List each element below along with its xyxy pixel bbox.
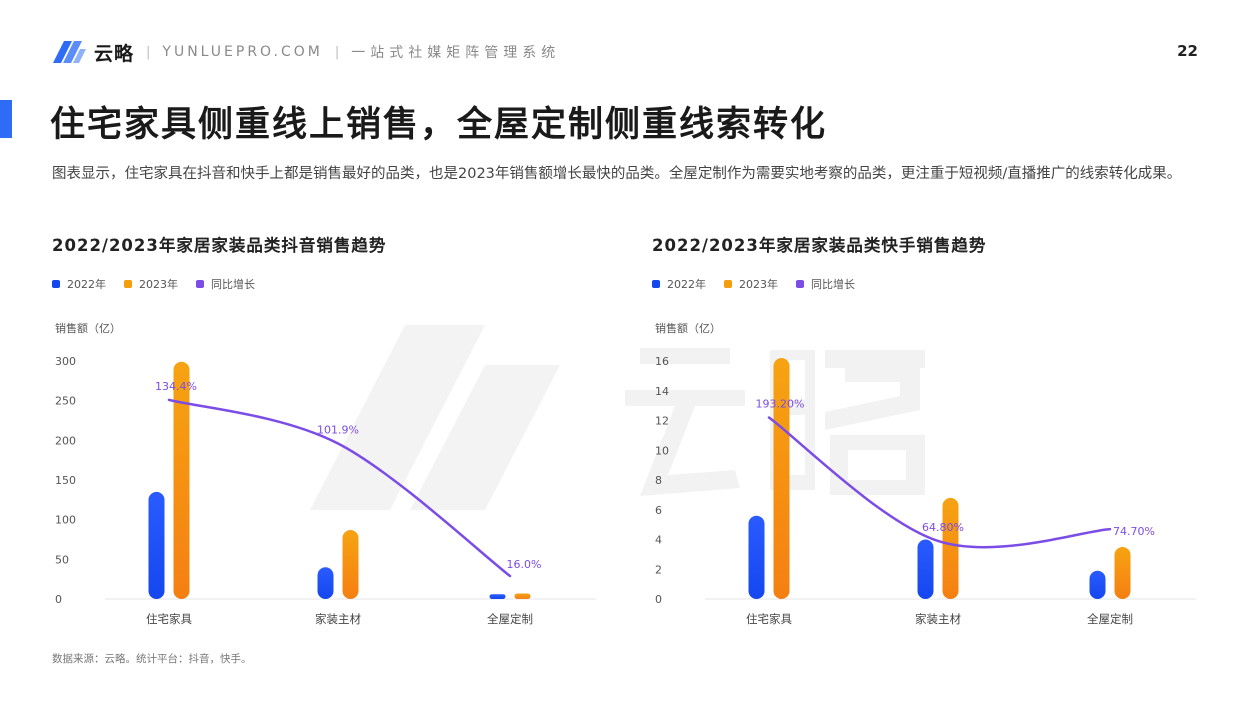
y-tick-label: 150 — [55, 474, 76, 487]
y-tick-label: 8 — [655, 474, 662, 487]
legend-item-growth: 同比增长 — [796, 276, 855, 292]
bar-2022 — [748, 515, 765, 599]
bar-2022 — [489, 594, 506, 599]
x-category-label: 家装主材 — [315, 612, 361, 626]
bar-2022 — [317, 567, 334, 599]
title-accent-bar — [0, 100, 12, 138]
y-tick-label: 2 — [655, 563, 662, 576]
legend-swatch-growth — [196, 280, 204, 288]
site-url: YUNLUEPRO.COM — [162, 44, 323, 60]
legend-swatch-growth — [796, 280, 804, 288]
douyin-chart-legend: 2022年 2023年 同比增长 — [52, 276, 273, 292]
growth-data-label: 101.9% — [317, 424, 359, 437]
page-number: 22 — [1177, 42, 1198, 60]
legend-label-2022: 2022年 — [67, 278, 106, 291]
y-tick-label: 12 — [655, 415, 669, 428]
growth-data-label: 16.0% — [507, 558, 542, 571]
growth-data-label: 134.4% — [155, 380, 197, 393]
yunlue-logo-icon — [53, 41, 86, 63]
bar-2023 — [514, 593, 531, 599]
legend-label-2022: 2022年 — [667, 278, 706, 291]
legend-swatch-2023 — [124, 280, 132, 288]
page-title: 住宅家具侧重线上销售，全屋定制侧重线索转化 — [50, 105, 828, 145]
legend-swatch-2022 — [52, 280, 60, 288]
bar-2023 — [1114, 546, 1131, 599]
brand-name: 云略 — [94, 42, 135, 65]
y-tick-label: 50 — [55, 553, 69, 566]
legend-item-growth: 同比增长 — [196, 276, 255, 292]
data-source-note: 数据来源：云略。统计平台：抖音，快手。 — [52, 653, 252, 665]
legend-item-2023: 2023年 — [724, 276, 778, 292]
legend-item-2022: 2022年 — [652, 276, 706, 292]
bar-2022 — [148, 491, 165, 599]
legend-label-growth: 同比增长 — [811, 278, 855, 291]
header: 云略 | YUNLUEPRO.COM | 一站式社媒矩阵管理系统 — [52, 36, 560, 68]
y-tick-label: 10 — [655, 444, 669, 457]
y-tick-label: 250 — [55, 395, 76, 408]
douyin-chart-title: 2022/2023年家居家装品类抖音销售趋势 — [52, 236, 387, 255]
growth-data-label: 193.20% — [756, 398, 805, 411]
x-category-label: 全屋定制 — [1087, 612, 1133, 626]
legend-item-2022: 2022年 — [52, 276, 106, 292]
y-tick-label: 200 — [55, 434, 76, 447]
y-tick-label: 6 — [655, 504, 662, 517]
header-separator-2: | — [334, 44, 340, 60]
page-description: 图表显示，住宅家具在抖音和快手上都是销售最好的品类，也是2023年销售额增长最快… — [52, 166, 1182, 182]
douyin-sales-chart: 0 50 100 150 200 250 300 住宅家具 家装主材 全屋定制 134.4% 101.… — [55, 355, 596, 626]
growth-data-label: 64.80% — [922, 521, 964, 534]
bar-2023 — [942, 497, 959, 599]
bar-2023 — [773, 358, 790, 599]
x-category-label: 全屋定制 — [487, 612, 533, 626]
bar-2023 — [342, 529, 359, 599]
y-tick-label: 16 — [655, 355, 669, 368]
x-category-label: 家装主材 — [915, 612, 961, 626]
y-tick-label: 0 — [55, 593, 62, 606]
kuaishou-chart-legend: 2022年 2023年 同比增长 — [652, 276, 873, 292]
bar-2023 — [173, 361, 190, 599]
x-category-label: 住宅家具 — [746, 612, 792, 626]
y-tick-label: 100 — [55, 514, 76, 527]
legend-label-growth: 同比增长 — [211, 278, 255, 291]
bar-2022 — [917, 539, 934, 599]
y-tick-label: 0 — [655, 593, 662, 606]
legend-swatch-2023 — [724, 280, 732, 288]
kuaishou-chart-title: 2022/2023年家居家装品类快手销售趋势 — [652, 236, 987, 255]
header-separator: | — [146, 44, 151, 60]
legend-item-2023: 2023年 — [124, 276, 178, 292]
kuaishou-sales-chart: 0 2 4 6 8 10 12 14 16 住宅家具 家装主材 全屋定制 193.20% 64.80% 74… — [655, 355, 1196, 626]
growth-data-label: 74.70% — [1113, 525, 1155, 538]
legend-label-2023: 2023年 — [739, 278, 778, 291]
bar-2022 — [1089, 570, 1106, 599]
legend-swatch-2022 — [652, 280, 660, 288]
y-tick-label: 14 — [655, 385, 669, 398]
kuaishou-y-axis-label: 销售额（亿） — [655, 322, 721, 335]
growth-line — [767, 416, 1112, 549]
legend-label-2023: 2023年 — [139, 278, 178, 291]
douyin-y-axis-label: 销售额（亿） — [55, 322, 121, 335]
brand-slogan: 一站式社媒矩阵管理系统 — [351, 45, 561, 61]
y-tick-label: 300 — [55, 355, 76, 368]
y-tick-label: 4 — [655, 534, 662, 547]
x-category-label: 住宅家具 — [146, 612, 192, 626]
growth-line — [167, 398, 512, 578]
